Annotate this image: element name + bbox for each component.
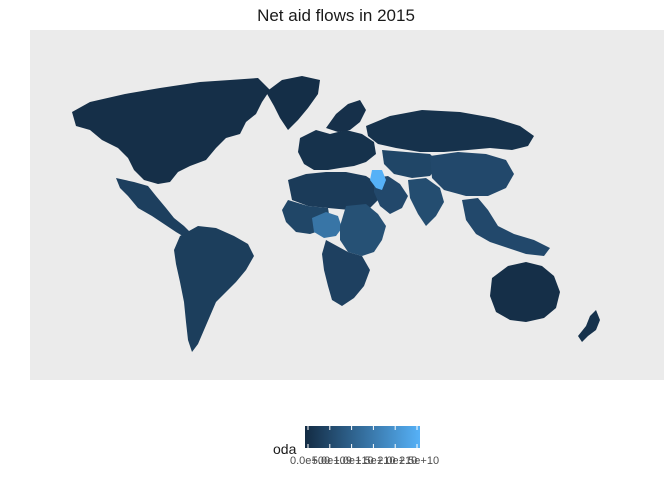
region-central-america xyxy=(116,178,192,238)
legend-gradient xyxy=(305,426,420,448)
legend-tick-labels: 0.0e+00 5.0e+09 1.0e+10 1.5e+10 2.0e+10 2.5e+… xyxy=(283,455,443,469)
legend-ticks xyxy=(307,426,418,448)
region-east-africa xyxy=(340,204,386,256)
region-australia xyxy=(490,262,560,322)
map-title: Net aid flows in 2015 xyxy=(257,6,415,25)
legend-tick-label: 2.0e+10 xyxy=(377,455,418,467)
region-north-america xyxy=(72,78,270,184)
legend-tick-label: 2.5e+10 xyxy=(399,455,440,467)
region-russia xyxy=(366,110,534,152)
legend-tick-label: 1.0e+10 xyxy=(333,455,374,467)
world-map xyxy=(72,76,600,352)
region-southern-africa xyxy=(322,240,370,306)
legend-colorbar xyxy=(305,426,420,448)
region-europe xyxy=(298,130,376,170)
region-syria-iraq xyxy=(370,170,386,190)
region-nigeria xyxy=(312,212,342,238)
region-central-asia xyxy=(382,150,440,178)
region-china xyxy=(430,152,514,196)
legend-tick-label: 1.5e+10 xyxy=(355,455,396,467)
region-new-zealand xyxy=(578,310,600,342)
legend-tick-label: 0.0e+00 xyxy=(290,455,331,467)
region-north-africa xyxy=(288,172,380,210)
map-panel xyxy=(30,30,664,380)
region-south-america xyxy=(174,226,254,352)
legend-title: oda xyxy=(273,441,297,457)
region-scandinavia xyxy=(326,100,366,132)
legend-tick-label: 5.0e+09 xyxy=(311,455,352,467)
region-southeast-asia xyxy=(462,198,550,256)
region-greenland xyxy=(266,76,320,130)
region-south-asia xyxy=(408,178,444,226)
